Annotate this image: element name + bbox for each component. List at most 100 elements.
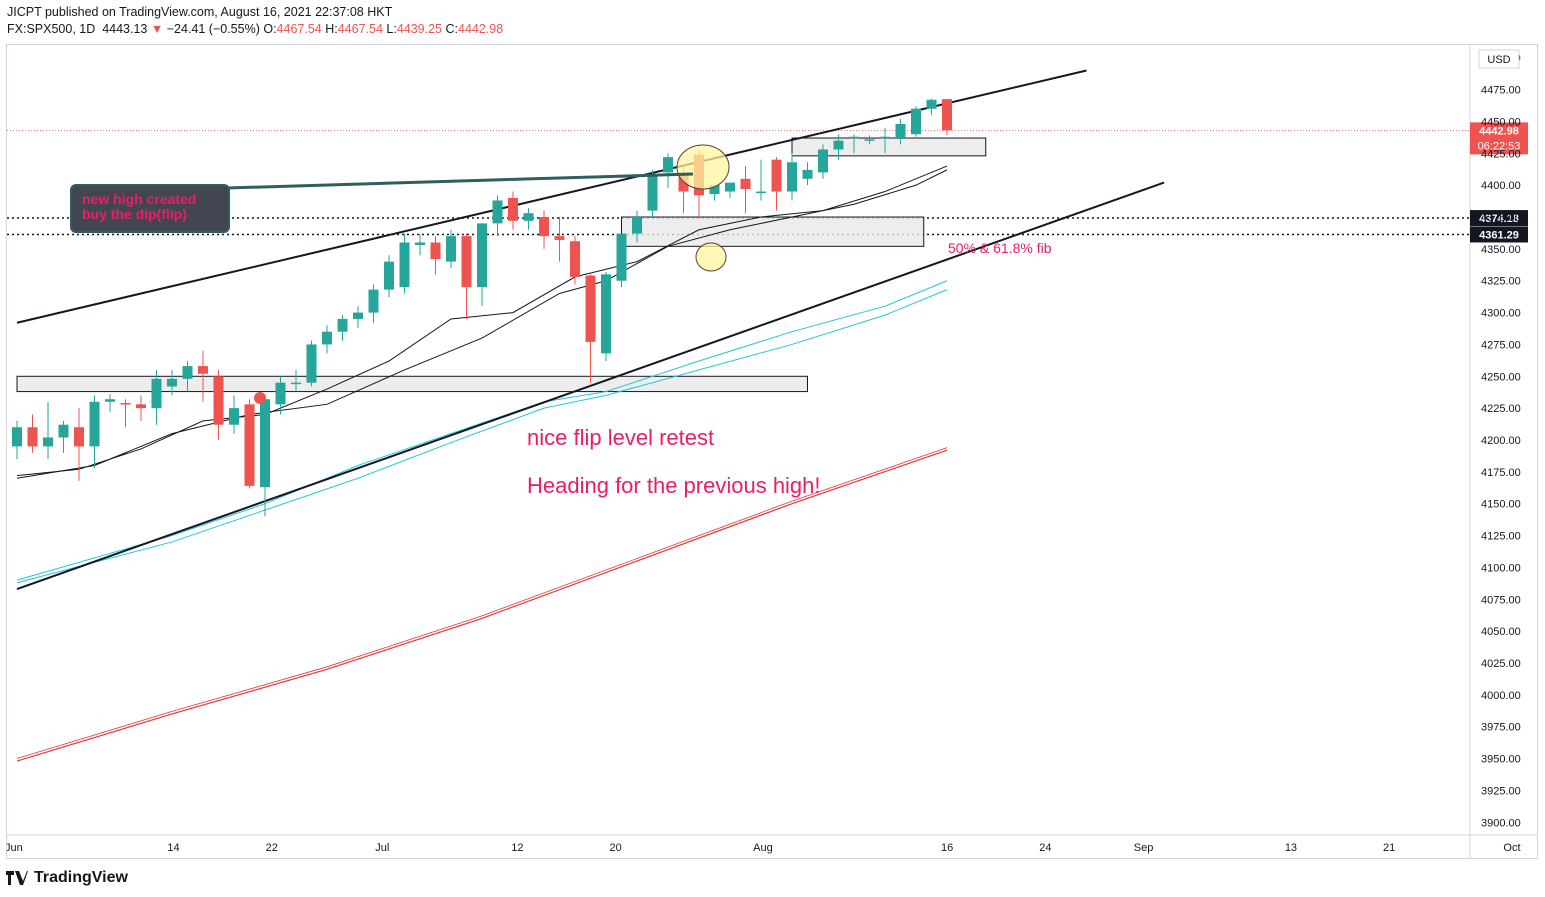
candle-body xyxy=(539,217,549,237)
price-tick-label: 4175.00 xyxy=(1481,467,1521,479)
highlight-ellipse-top[interactable] xyxy=(676,144,730,190)
price-tick-label: 3950.00 xyxy=(1481,754,1521,766)
candle xyxy=(353,306,363,328)
currency-badge[interactable] xyxy=(1478,49,1520,69)
candle-body xyxy=(585,275,596,342)
price-tick-label: 4250.00 xyxy=(1481,371,1521,383)
candle-body xyxy=(818,149,828,173)
candle xyxy=(818,144,828,179)
candle-body xyxy=(725,182,735,192)
price-tick-label: 4050.00 xyxy=(1481,626,1521,638)
candle-body xyxy=(306,344,317,383)
candle-body xyxy=(167,378,177,387)
candle xyxy=(601,271,611,361)
high-label: H: xyxy=(325,22,338,36)
candle xyxy=(740,166,751,214)
callout-pointer-line[interactable] xyxy=(226,172,694,190)
candle-body xyxy=(709,185,720,195)
tradingview-logo[interactable]: TradingView xyxy=(6,869,128,887)
candle-body xyxy=(244,404,255,486)
candle-body xyxy=(663,157,673,173)
candle xyxy=(12,420,22,460)
chart-area[interactable]: 4374.18 4361.29 4442.98 06:22:53 new high c… xyxy=(5,44,1538,859)
tradingview-logo-icon xyxy=(6,871,28,885)
price-tick-label: 4100.00 xyxy=(1481,562,1521,574)
candle xyxy=(709,185,720,201)
callout-box[interactable] xyxy=(70,184,230,233)
candle xyxy=(864,135,875,145)
candle xyxy=(725,182,735,198)
change-arrow-icon: ▼ xyxy=(150,22,164,36)
candle-body xyxy=(632,217,642,234)
candle-body xyxy=(291,382,301,385)
close-value: 4442.98 xyxy=(458,22,504,36)
candle-body xyxy=(105,399,115,402)
candle-body xyxy=(27,427,38,447)
candle-body xyxy=(647,174,658,211)
open-label: O: xyxy=(263,22,277,36)
candle xyxy=(616,233,627,288)
candle-body xyxy=(895,124,906,139)
price-chart[interactable]: 4374.18 4361.29 4442.98 06:22:53 new high c… xyxy=(5,45,1537,858)
candle xyxy=(570,236,580,285)
time-tick-label: 24 xyxy=(1039,842,1051,854)
candle-body xyxy=(508,197,518,221)
candle-body xyxy=(182,366,193,379)
price-tick-label: 4400.00 xyxy=(1481,180,1521,192)
price-tick-label: 4300.00 xyxy=(1481,308,1521,320)
candle-body xyxy=(802,169,813,179)
candle xyxy=(167,369,177,396)
marker-dot[interactable] xyxy=(254,392,266,404)
time-tick-label: Oct xyxy=(1503,842,1520,854)
candle xyxy=(27,414,38,453)
price-axis: 3900.00 3925.00 3950.00 3975.00 4000.00 4025.… xyxy=(1481,53,1521,830)
candle xyxy=(554,217,565,262)
candle-body xyxy=(430,242,441,260)
highlight-ellipse-bottom[interactable] xyxy=(695,242,727,272)
price-tick-label: 3900.00 xyxy=(1481,817,1521,829)
candle xyxy=(322,325,332,354)
moving-average-line xyxy=(16,289,948,584)
candle-body xyxy=(942,99,952,131)
time-axis: Jun 14 22 Jul 12 20 Aug 16 24 Sep 13 21 Oct xyxy=(5,842,1521,854)
candle xyxy=(771,157,782,211)
price-tag xyxy=(1470,122,1528,155)
candle-body xyxy=(833,140,844,150)
candle xyxy=(585,274,596,383)
candle xyxy=(663,153,673,188)
moving-average-line xyxy=(16,447,948,759)
candle-body xyxy=(740,178,751,189)
price-tick-label: 3925.00 xyxy=(1481,785,1521,797)
candle-body xyxy=(523,213,534,221)
candle xyxy=(198,350,208,402)
price-tick-label: 4375.00 xyxy=(1481,212,1521,224)
candle xyxy=(337,315,348,341)
candle xyxy=(291,369,301,392)
candle xyxy=(368,284,379,323)
fib-label: 50% & 61.8% fib xyxy=(948,240,1052,256)
candle xyxy=(430,236,441,275)
low-value: 4439.25 xyxy=(396,22,443,36)
candle-body xyxy=(12,427,22,447)
annotations: new high created buy the dip(flip) 50% &… xyxy=(70,144,1052,498)
price-tick-label: 4325.00 xyxy=(1481,276,1521,288)
candle-body xyxy=(446,236,456,262)
candle-body xyxy=(322,331,332,345)
symbol-name[interactable]: FX:SPX500, 1D xyxy=(7,22,96,36)
open-value: 4467.54 xyxy=(276,22,322,36)
candle xyxy=(911,106,921,137)
level-tag xyxy=(1470,210,1528,227)
price-tag-countdown: 06:22:53 xyxy=(1478,140,1521,152)
candle-body xyxy=(260,399,270,488)
moving-average-line xyxy=(16,169,948,479)
candle-body xyxy=(461,236,472,288)
candle-body xyxy=(229,408,239,425)
candle xyxy=(895,118,906,145)
candle xyxy=(105,394,115,412)
time-tick-label: 22 xyxy=(266,842,278,854)
support-zone xyxy=(16,375,808,393)
close-label: C: xyxy=(445,22,459,36)
price-tick-label: 3975.00 xyxy=(1481,722,1521,734)
candle-body xyxy=(58,424,69,438)
retest-note: nice flip level retest xyxy=(527,425,714,450)
